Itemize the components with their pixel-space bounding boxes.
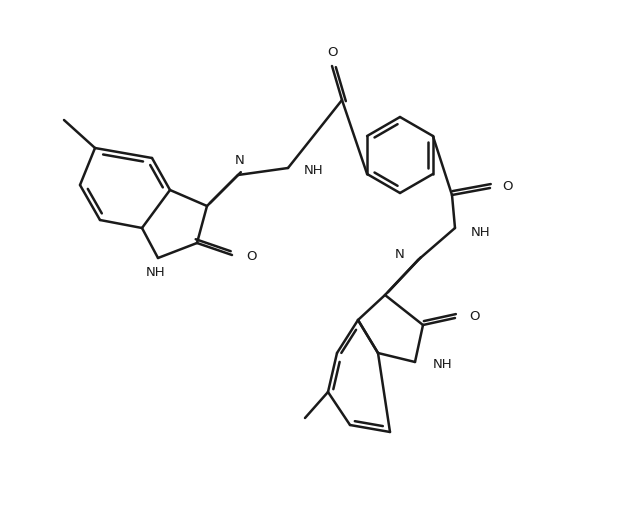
Text: N: N (394, 248, 404, 261)
Text: O: O (246, 250, 257, 264)
Text: NH: NH (304, 164, 324, 178)
Text: NH: NH (146, 266, 166, 279)
Text: NH: NH (471, 226, 491, 238)
Text: O: O (502, 180, 513, 193)
Text: N: N (235, 154, 245, 167)
Text: NH: NH (433, 357, 452, 370)
Text: O: O (327, 45, 337, 59)
Text: O: O (469, 310, 479, 322)
